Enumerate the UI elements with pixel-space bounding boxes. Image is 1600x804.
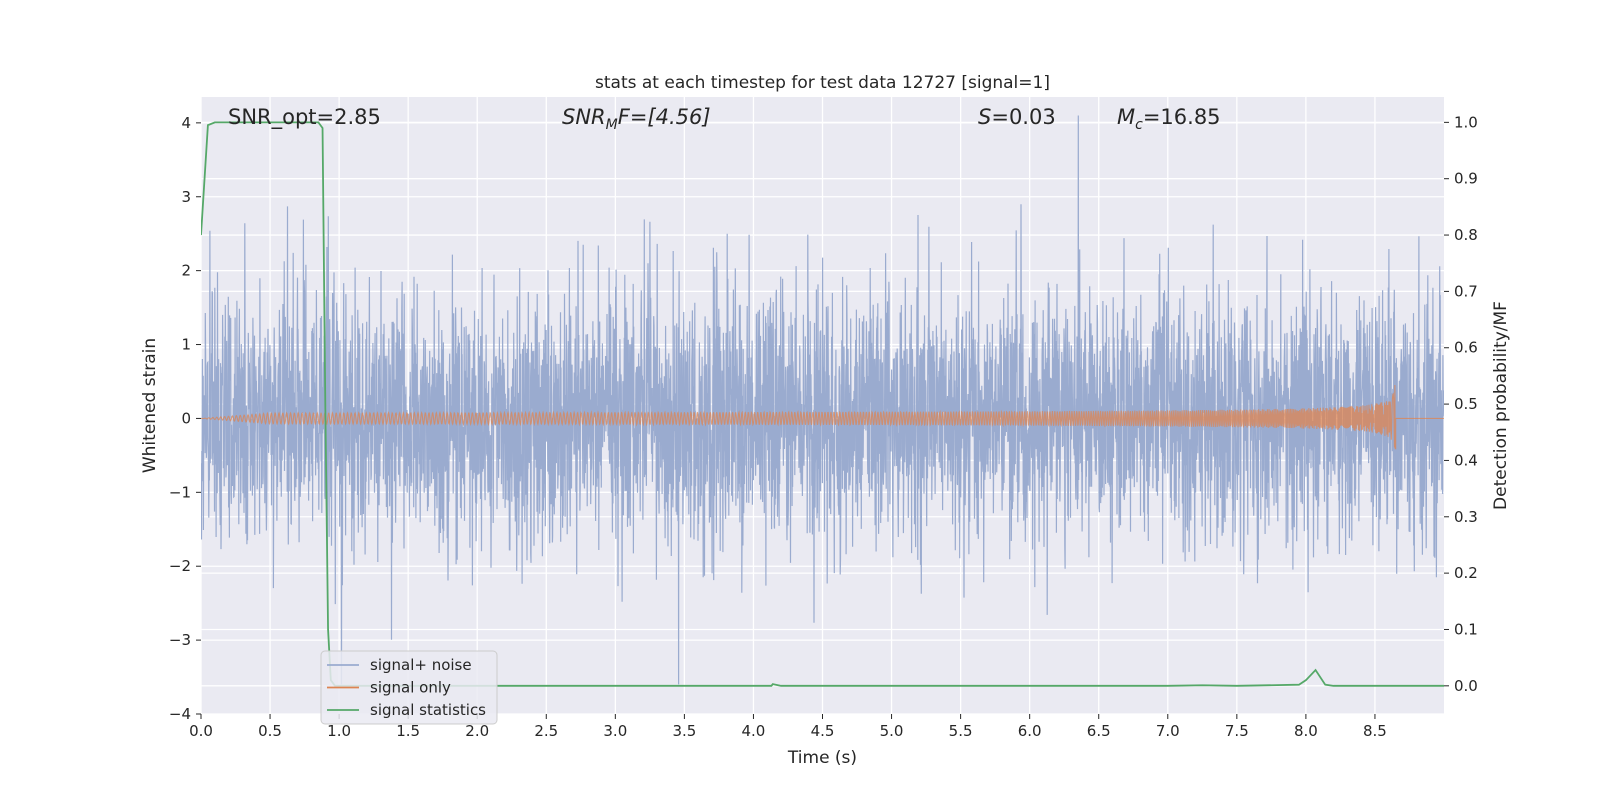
y-right-tick-label-8: 0.8 <box>1454 226 1478 244</box>
annotation-snr-mf-main: SNR <box>562 105 606 129</box>
x-tick-label-2: 1.0 <box>327 722 351 740</box>
x-tick-label-11: 5.5 <box>949 722 973 740</box>
annotation-s: S=0.03 <box>978 105 1056 129</box>
x-tick-label-10: 5.0 <box>880 722 904 740</box>
y-right-tick-label-2: 0.2 <box>1454 564 1478 582</box>
y-left-tick-label-6: 2 <box>181 262 191 280</box>
y-right-tick-label-1: 0.1 <box>1454 620 1478 638</box>
y-left-tick-label-2: −2 <box>169 557 191 575</box>
annotation-s-tail: =0.03 <box>991 105 1055 129</box>
annotation-mc-tail: =16.85 <box>1143 105 1221 129</box>
annotation-snr-mf-tail: F=[4.56] <box>618 105 711 129</box>
x-tick-label-7: 3.5 <box>672 722 696 740</box>
y-left-tick-label-7: 3 <box>181 188 191 206</box>
annotation-snr-mf-sub: M <box>606 117 618 133</box>
y-right-tick-label-7: 0.7 <box>1454 282 1478 300</box>
y-left-tick-label-8: 4 <box>181 114 191 132</box>
y-left-tick-label-5: 1 <box>181 336 191 354</box>
x-tick-label-14: 7.0 <box>1156 722 1180 740</box>
y-left-tick-label-1: −3 <box>169 631 191 649</box>
x-tick-label-16: 8.0 <box>1294 722 1318 740</box>
x-tick-label-15: 7.5 <box>1225 722 1249 740</box>
x-tick-label-12: 6.0 <box>1018 722 1042 740</box>
annotation-s-main: S <box>978 105 991 129</box>
x-tick-label-3: 1.5 <box>396 722 420 740</box>
annotation-snr-opt: SNR_opt=2.85 <box>228 105 381 130</box>
x-tick-label-0: 0.0 <box>189 722 213 740</box>
y-left-tick-label-3: −1 <box>169 483 191 501</box>
legend-label-signal-statistics: signal statistics <box>370 701 486 719</box>
x-tick-label-4: 2.0 <box>465 722 489 740</box>
legend-label-signal-noise: signal+ noise <box>370 656 472 674</box>
x-tick-label-9: 4.5 <box>811 722 835 740</box>
legend-label-signal-only: signal only <box>370 679 451 697</box>
x-tick-label-6: 3.0 <box>603 722 627 740</box>
annotation-snr-mf: SNRMF=[4.56] <box>562 105 711 133</box>
y-right-tick-label-9: 0.9 <box>1454 170 1478 188</box>
y-left-tick-label-0: −4 <box>169 705 191 723</box>
x-tick-label-5: 2.5 <box>534 722 558 740</box>
y-left-tick-label-4: 0 <box>181 409 191 427</box>
y-axis-label-right: Detection probability/MF <box>1491 301 1511 510</box>
legend: signal+ noise signal only signal statist… <box>321 651 497 724</box>
y-right-tick-label-3: 0.3 <box>1454 508 1478 526</box>
y-right-tick-label-4: 0.4 <box>1454 451 1478 469</box>
chart-title: stats at each timestep for test data 127… <box>595 73 1050 93</box>
y-right-tick-label-10: 1.0 <box>1454 113 1478 131</box>
y-right-tick-label-6: 0.6 <box>1454 339 1478 357</box>
y-right-tick-label-5: 0.5 <box>1454 395 1478 413</box>
x-tick-label-17: 8.5 <box>1363 722 1387 740</box>
annotation-mc: Mc=16.85 <box>1117 105 1221 133</box>
x-tick-label-13: 6.5 <box>1087 722 1111 740</box>
y-right-tick-label-0: 0.0 <box>1454 677 1478 695</box>
annotation-mc-main: M <box>1117 105 1135 129</box>
y-axis-label-left: Whitened strain <box>140 338 160 473</box>
x-axis-label: Time (s) <box>787 748 857 768</box>
x-tick-label-1: 0.5 <box>258 722 282 740</box>
x-tick-label-8: 4.0 <box>742 722 766 740</box>
